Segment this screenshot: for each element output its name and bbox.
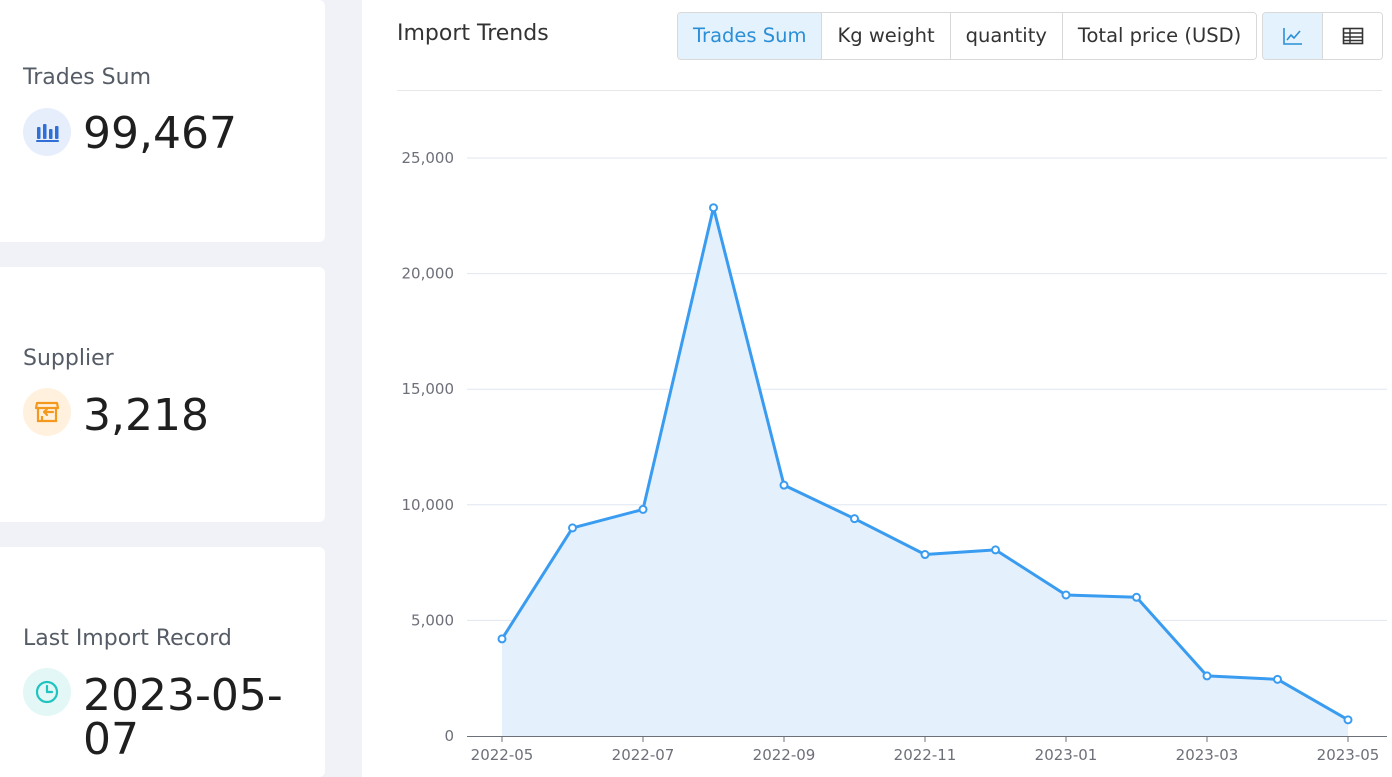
- y-tick-label: 10,000: [402, 496, 455, 514]
- x-tick-label: 2023-03: [1176, 746, 1239, 764]
- last-import-label: Last Import Record: [23, 626, 232, 651]
- data-point: [1132, 592, 1141, 602]
- data-point: [779, 480, 789, 490]
- data-point: [1343, 715, 1353, 725]
- store-icon: [23, 388, 71, 436]
- panel-title: Import Trends: [397, 21, 549, 46]
- y-tick-label: 20,000: [402, 265, 455, 283]
- y-tick-label: 25,000: [402, 149, 455, 167]
- y-tick-label: 5,000: [411, 611, 454, 629]
- table-icon: [1342, 27, 1363, 45]
- supplier-label: Supplier: [23, 346, 114, 371]
- data-point: [1202, 671, 1212, 681]
- data-point: [497, 634, 507, 644]
- trades-sum-card: Trades Sum 99,467: [0, 0, 325, 242]
- data-point: [568, 523, 577, 533]
- x-tick-label: 2022-11: [894, 746, 957, 764]
- data-point: [920, 550, 930, 560]
- x-tick-label: 2022-09: [753, 746, 816, 764]
- x-tick-label: 2023-01: [1035, 746, 1098, 764]
- data-point: [638, 504, 648, 514]
- bar-chart-icon: [23, 108, 71, 156]
- supplier-card: Supplier 3,218: [0, 267, 325, 522]
- last-import-card: Last Import Record 2023-05-07: [0, 547, 325, 777]
- x-tick-label: 2022-07: [612, 746, 675, 764]
- data-point: [1061, 590, 1071, 600]
- tab-total-price[interactable]: Total price (USD): [1061, 13, 1257, 59]
- supplier-value: 3,218: [83, 390, 209, 441]
- tab-trades-sum[interactable]: Trades Sum: [678, 13, 822, 59]
- table-view-button[interactable]: [1322, 13, 1382, 59]
- series-area: [502, 207, 1348, 736]
- clock-icon: [23, 668, 71, 716]
- panel-divider: [397, 90, 1382, 91]
- x-tick-label: 2023-05: [1317, 746, 1380, 764]
- y-tick-label: 0: [444, 727, 454, 745]
- data-point: [850, 514, 859, 524]
- summary-column: Trades Sum 99,467 Supplier 3,218 Last Im…: [0, 0, 325, 777]
- metric-tabs: Trades Sum Kg weight quantity Total pric…: [677, 12, 1258, 60]
- last-import-value: 2023-05-07: [83, 670, 283, 765]
- line-chart-icon: [1282, 28, 1302, 45]
- trades-sum-label: Trades Sum: [23, 65, 152, 90]
- tab-quantity[interactable]: quantity: [949, 13, 1062, 59]
- view-toggle: [1262, 12, 1383, 60]
- data-point: [991, 545, 1000, 555]
- import-trends-panel: Import Trends Trades Sum Kg weight quant…: [362, 0, 1392, 777]
- tab-kg-weight[interactable]: Kg weight: [821, 13, 950, 59]
- import-trends-chart: 0 5,000 10,000 15,000 20,000 25,000 2022-05 202…: [402, 149, 1387, 764]
- trades-sum-value: 99,467: [83, 108, 237, 159]
- data-point: [709, 203, 718, 213]
- line-chart-view-button[interactable]: [1263, 13, 1322, 59]
- y-tick-label: 15,000: [402, 380, 455, 398]
- x-tick-label: 2022-05: [471, 746, 534, 764]
- data-point: [1273, 674, 1282, 684]
